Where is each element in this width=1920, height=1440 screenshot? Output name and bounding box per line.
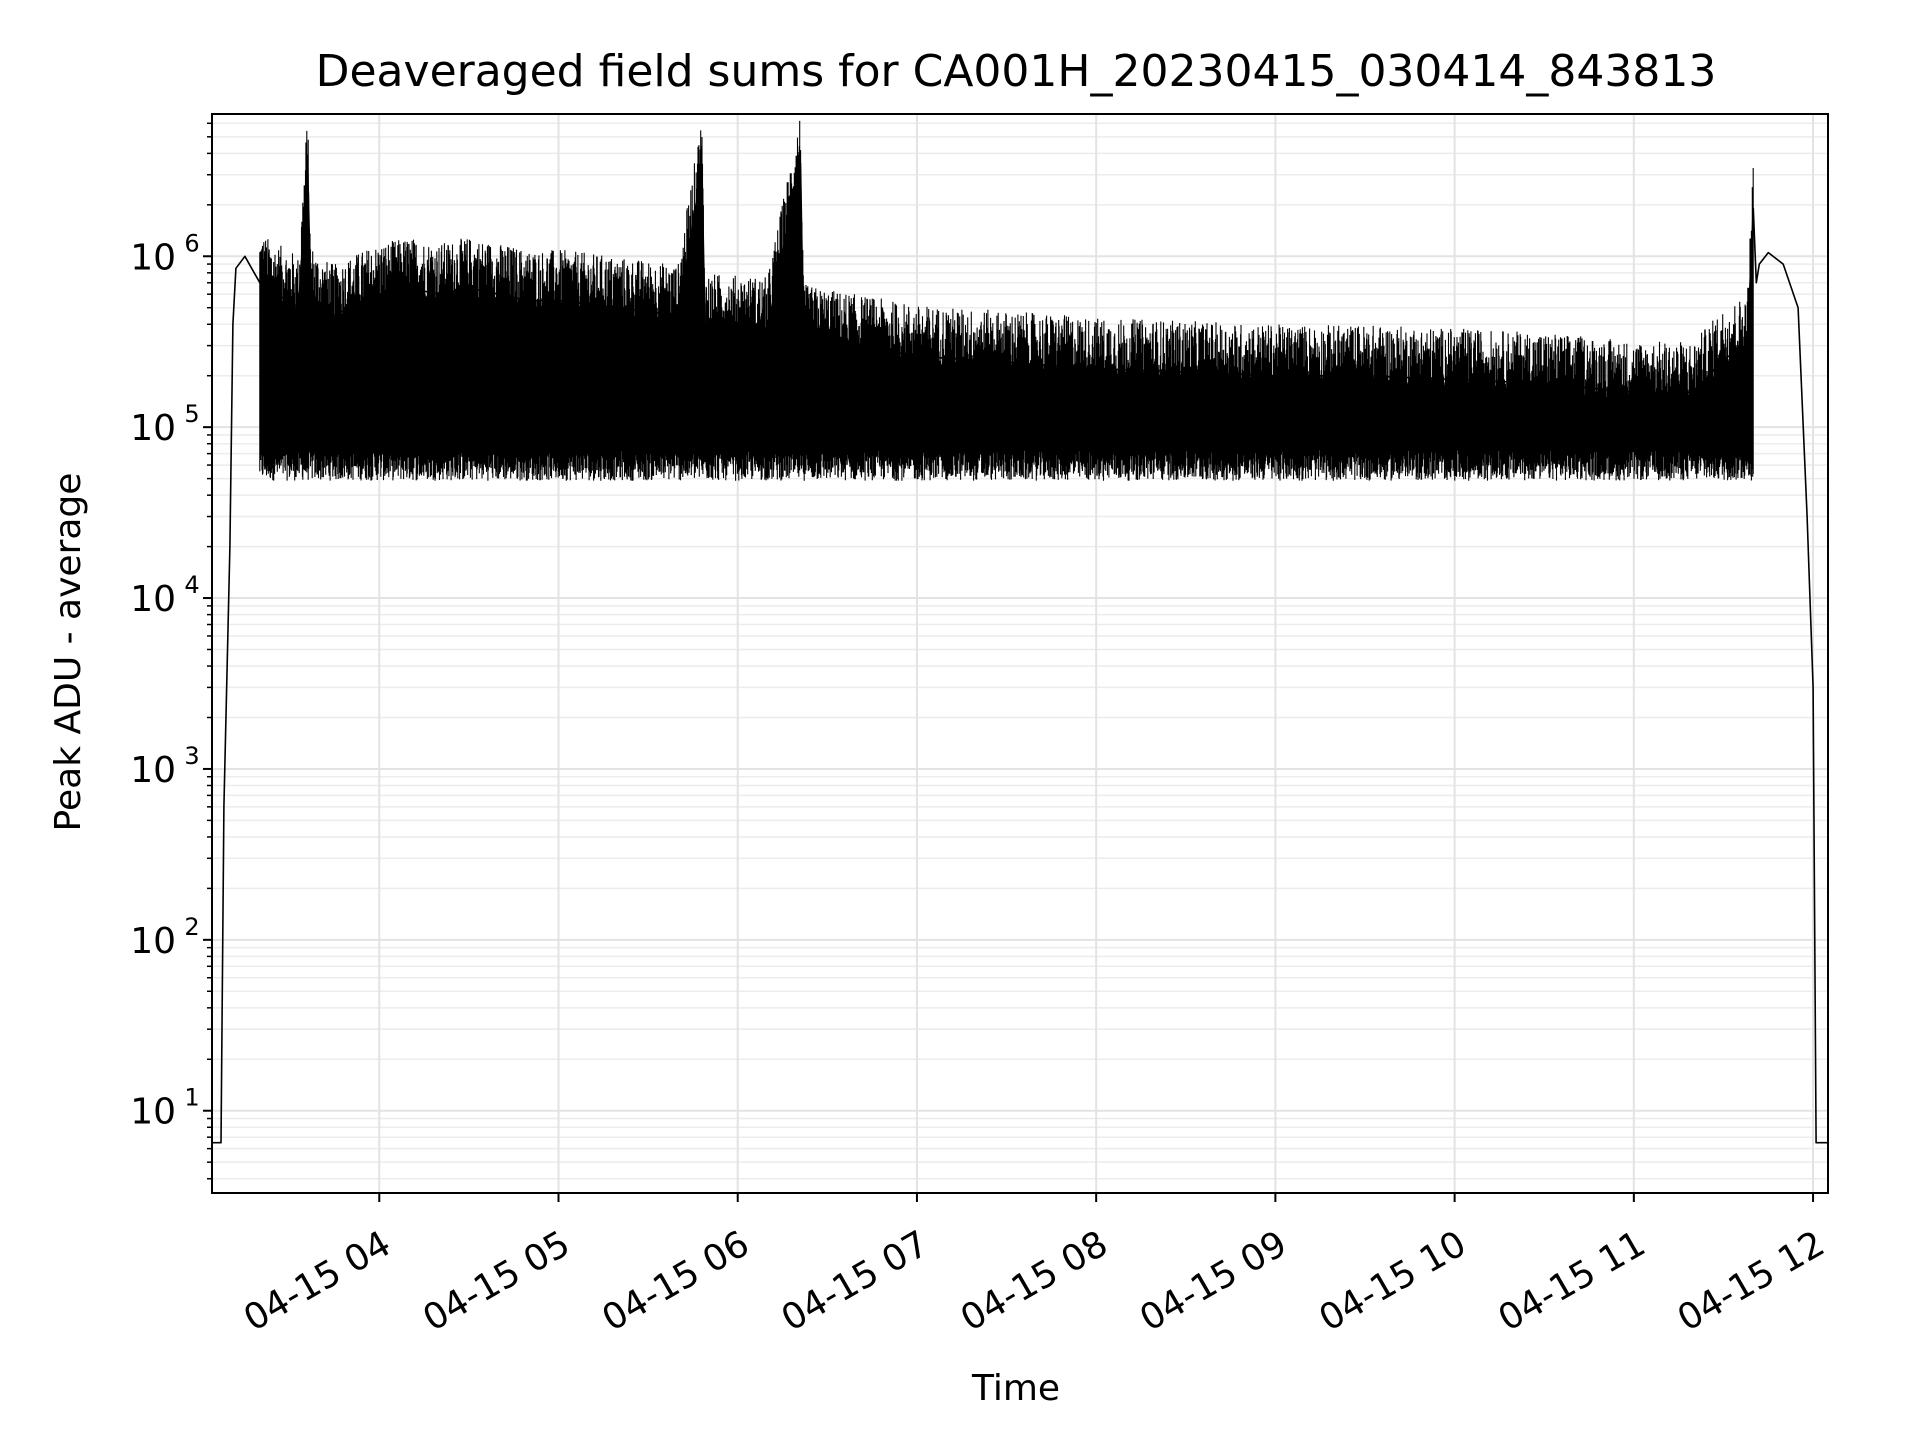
x-axis-label: Time xyxy=(971,1368,1060,1409)
series-group xyxy=(212,162,1828,1144)
y-axis-label: Peak ADU - average xyxy=(48,473,89,832)
y-tick-exponent: 1 xyxy=(184,1084,199,1112)
y-tick-exponent: 3 xyxy=(184,742,199,770)
y-tick-label: 10 xyxy=(130,237,176,278)
y-tick-exponent: 5 xyxy=(184,400,199,428)
y-tick-label: 10 xyxy=(130,579,176,620)
y-tick-exponent: 4 xyxy=(184,571,199,599)
y-tick-exponent: 2 xyxy=(184,913,199,941)
y-axis-ticks: 10 1 10 2 10 3 10 4 10 5 10 6 xyxy=(130,122,212,1180)
data-spikes xyxy=(259,120,1754,481)
y-tick-label: 10 xyxy=(130,750,176,791)
chart-title: Deaveraged field sums for CA001H_2023041… xyxy=(316,46,1717,97)
data-line-texture xyxy=(259,120,1754,481)
plot-frame xyxy=(211,113,1829,1194)
y-tick-label: 10 xyxy=(130,1092,176,1133)
y-tick-label: 10 xyxy=(130,408,176,449)
series-line-0 xyxy=(212,162,1828,1144)
y-tick-exponent: 6 xyxy=(184,229,199,257)
y-tick-label: 10 xyxy=(130,921,176,962)
